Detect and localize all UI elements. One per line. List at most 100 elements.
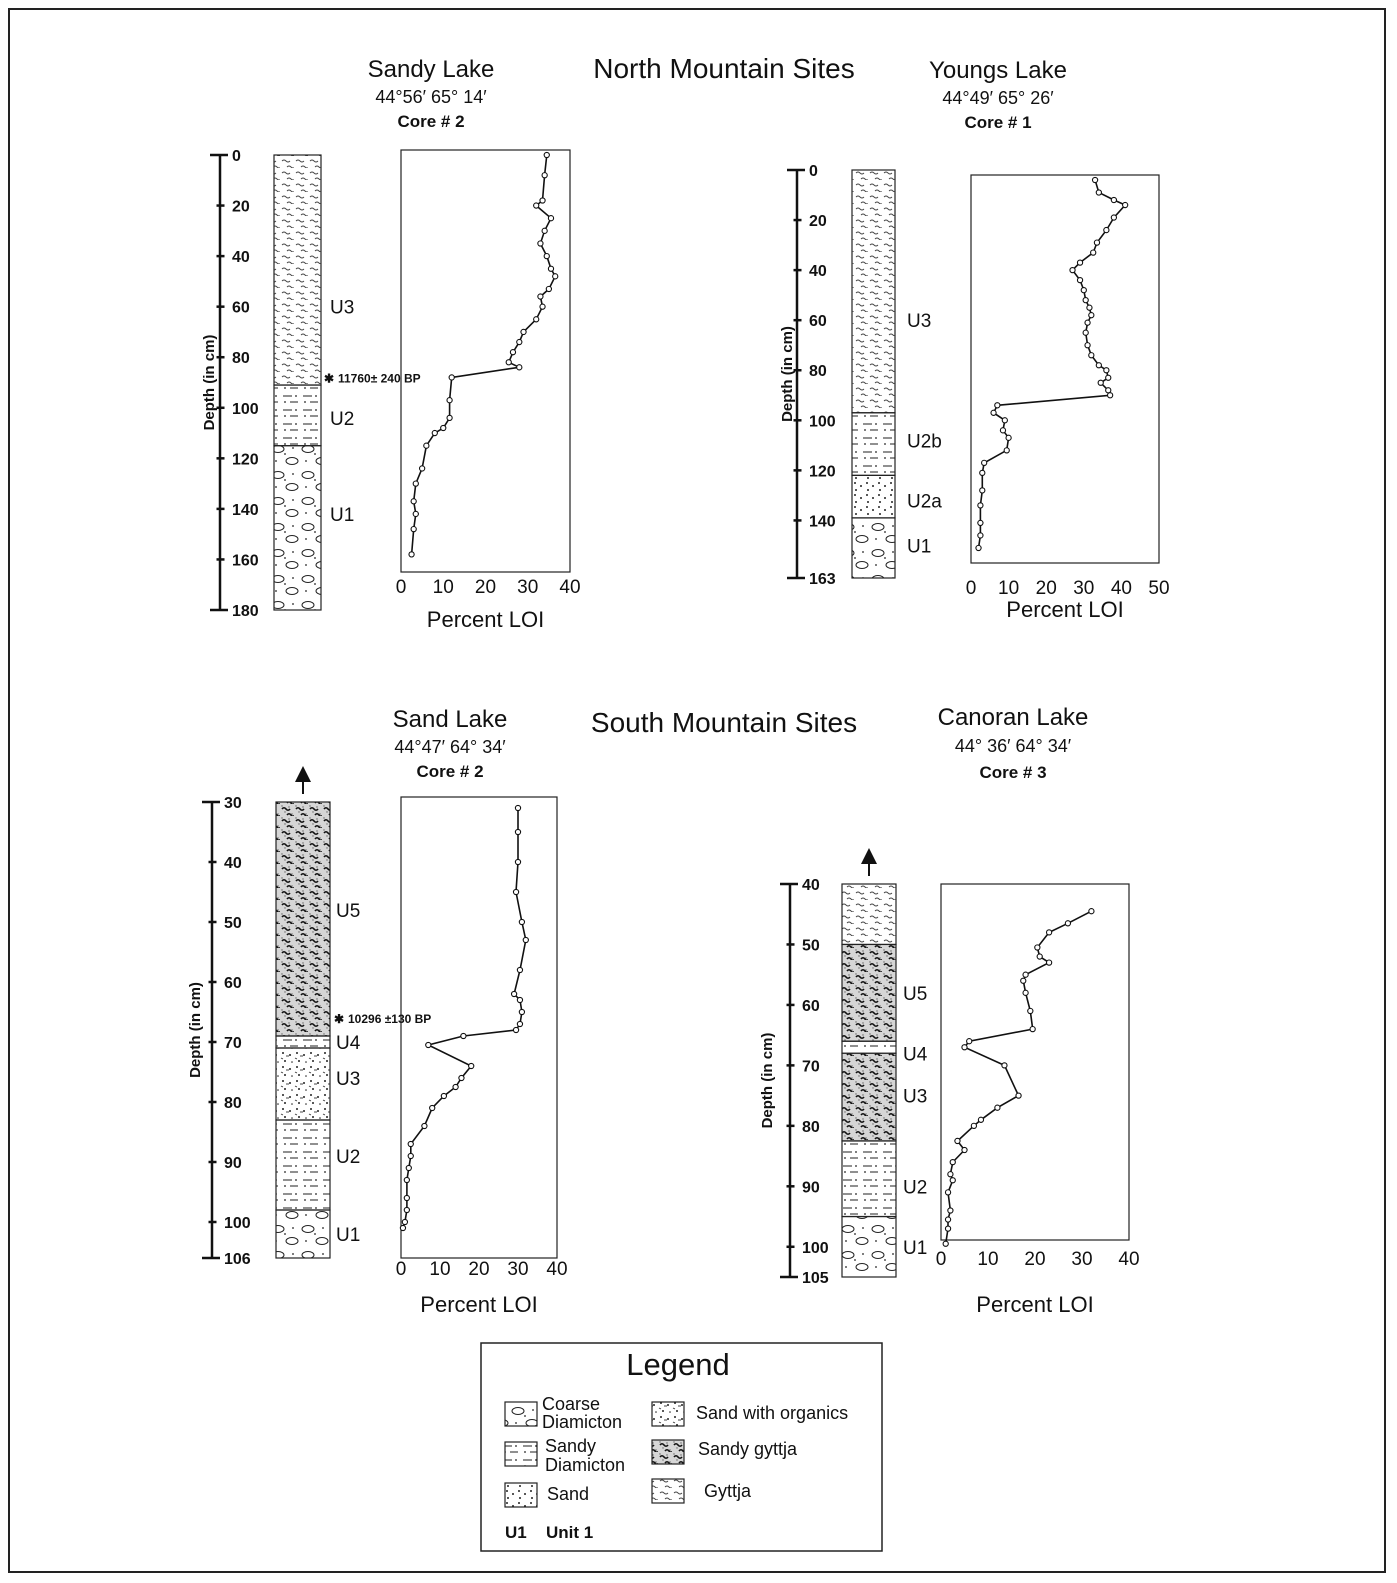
unit-label: U2 [330,409,354,430]
lithology-unit-sandy-diamicton [851,412,896,476]
depth-tick-label: 40 [232,249,250,266]
loi-data-point [979,469,986,477]
loi-data-point [1095,362,1102,369]
loi-data-point [981,459,988,467]
loi-series-line [977,179,1127,549]
core-panel-2: Sand Lake 44°47′ 64° 34′ Core # 2 30 40 50 60 7… [187,706,568,1317]
unit-label: U4 [903,1044,928,1065]
depth-tick-label: 160 [232,552,259,569]
loi-data-point [429,1104,436,1112]
loi-data-point [1106,392,1114,399]
loi-data-point [1076,276,1084,284]
loi-data-point [452,1083,459,1091]
loi-axis-label: Percent LOI [420,1292,537,1317]
loi-data-point [509,349,517,356]
unit-label: U3 [336,1069,360,1090]
loi-axis-label: Percent LOI [427,607,544,632]
loi-tick-label: 40 [546,1259,567,1280]
unit-label: U2 [903,1177,927,1198]
loi-data-point [1027,1007,1034,1015]
loi-plot-frame [970,174,1160,564]
depth-tick-label: 100 [802,1240,829,1257]
unit-label: U1 [907,536,931,557]
depth-tick-label: 0 [232,148,241,165]
loi-data-point [537,293,544,300]
loi-data-point [947,1171,954,1178]
loi-data-point [541,227,548,234]
depth-axis-label: Depth (in cm) [759,1033,776,1129]
depth-tick-label: 70 [802,1058,820,1075]
depth-axis-label: Depth (in cm) [187,982,204,1078]
legend-swatch-sand-organics [651,1401,685,1427]
loi-data-point [1022,989,1029,996]
loi-series-line [402,808,527,1229]
lithology-unit-gyttja [851,169,896,414]
loi-data-point [448,374,455,381]
loi-plot-frame [940,883,1130,1241]
loi-data-point [949,1177,956,1184]
loi-data-point [516,338,523,346]
loi-tick-label: 20 [475,577,496,598]
legend-label: Gyttja [704,1481,752,1501]
loi-data-point [1036,953,1043,960]
loi-data-point [405,1164,412,1172]
loi-data-point [458,1074,465,1082]
loi-data-point [403,1206,410,1214]
unit-label: U5 [903,984,927,1005]
loi-tick-label: 10 [433,577,454,598]
loi-data-point [966,1038,973,1045]
legend-label: Sand with organics [696,1403,848,1423]
depth-tick-label: 80 [809,363,827,380]
core-panels: Sandy Lake 44°56′ 65° 14′ Core # 2 0 20 40 60 8… [187,56,1170,1317]
loi-tick-label: 40 [1111,578,1132,599]
loi-data-point [410,525,417,533]
loi-data-point [547,265,555,272]
unit-label: U1 [330,505,354,526]
radiocarbon-date: 10296 ±130 BP [348,1012,431,1026]
loi-data-point [533,316,540,323]
legend-label: Sandy gyttja [698,1439,798,1459]
loi-data-point [545,285,553,293]
loi-series-line [410,154,557,555]
loi-data-point [1003,447,1010,454]
depth-tick-label: 100 [809,413,836,430]
loi-data-point [1110,196,1118,204]
loi-tick-label: 0 [396,577,407,598]
core-number: Core # 3 [979,763,1046,782]
lithology-unit-coarse-diamicton [275,1209,331,1259]
loi-data-point [947,1207,954,1214]
unit-label: U1 [336,1225,360,1246]
loi-data-point [512,888,520,896]
loi-data-point [1084,319,1091,326]
lithology-unit-sandy-gyttja [841,1052,897,1142]
loi-data-point [1105,374,1112,381]
loi-tick-label: 50 [1148,578,1169,599]
loi-data-point [1084,342,1091,349]
loi-data-point [410,498,417,505]
loi-tick-label: 0 [966,578,977,599]
core-number: Core # 2 [397,112,464,131]
loi-data-point [431,429,438,437]
depth-tick-label: 30 [224,795,242,812]
loi-data-point [961,1044,968,1051]
loi-data-point [944,1189,952,1196]
site-coords: 44°47′ 64° 34′ [394,737,506,757]
loi-data-point [543,252,550,260]
loi-data-point [1105,387,1112,394]
loi-axis-label: Percent LOI [1006,597,1123,622]
loi-data-point [954,1137,961,1145]
loi-data-point [510,990,518,998]
loi-data-point [979,487,986,494]
lithology-unit-sand [851,474,896,519]
lithology-unit-coarse-diamicton [851,517,896,579]
loi-data-point [1020,977,1027,984]
loi-data-point [975,544,982,552]
lithology-unit-gyttja [841,883,897,946]
loi-data-point [1001,1062,1008,1069]
site-coords: 44° 36′ 64° 34′ [955,736,1072,756]
loi-data-point [514,858,522,866]
loi-tick-label: 30 [1073,578,1094,599]
depth-tick-label: 20 [232,199,250,216]
depth-tick-label: 106 [224,1251,251,1268]
